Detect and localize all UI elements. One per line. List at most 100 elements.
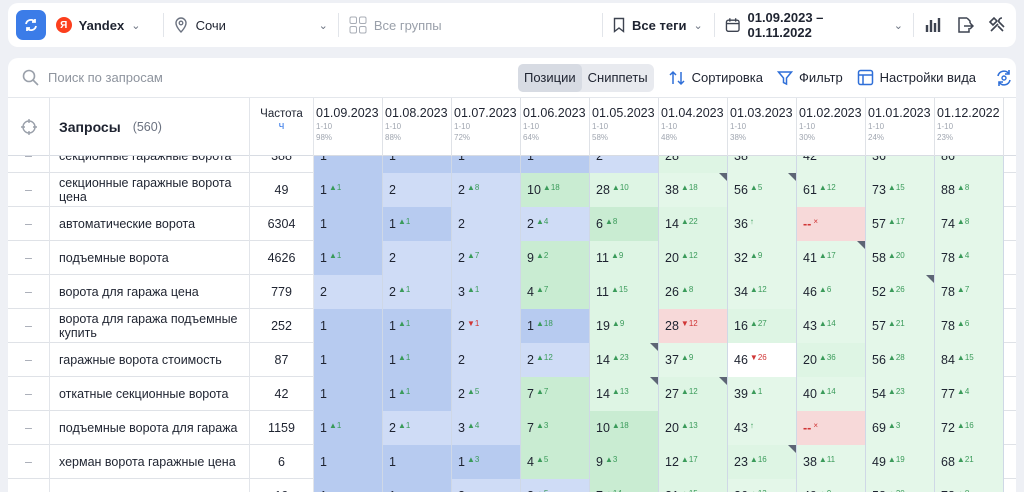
search-input[interactable]: Поиск по запросам [22, 69, 502, 86]
position-cell[interactable]: 2 ▲8 [452, 173, 521, 207]
date-column-header[interactable]: 01.09.2023 1-10 98% [314, 98, 383, 156]
position-cell[interactable]: 86 [935, 156, 1004, 173]
position-cell[interactable]: 38 [728, 156, 797, 173]
position-cell[interactable]: 1 [314, 207, 383, 241]
date-column-header[interactable]: 01.07.2023 1-10 72% [452, 98, 521, 156]
frequency-column-header[interactable]: Частота ч [250, 98, 314, 156]
position-cell[interactable]: 1 ▲1 [383, 377, 452, 411]
position-cell[interactable]: 1 ▲1 [383, 309, 452, 343]
position-cell[interactable]: 21 ▲15 [659, 479, 728, 492]
queries-column-header[interactable]: Запросы (560) [50, 98, 250, 156]
position-cell[interactable]: 10 ▲18 [521, 173, 590, 207]
groups-select[interactable]: Все группы [339, 3, 602, 47]
position-cell[interactable]: 69 ▲3 [866, 411, 935, 445]
position-cell[interactable]: 78 ▲7 [935, 275, 1004, 309]
position-cell[interactable]: 56 ▲5 [728, 173, 797, 207]
position-cell[interactable]: 1 ▲18 [521, 309, 590, 343]
position-cell[interactable]: 52 ▲26 [866, 275, 935, 309]
position-cell[interactable]: 36 [866, 156, 935, 173]
date-column-header[interactable]: 01.06.2023 1-10 64% [521, 98, 590, 156]
position-cell[interactable]: 1 [383, 445, 452, 479]
position-cell[interactable]: -- × [797, 411, 866, 445]
position-cell[interactable]: 49 ▲9 [797, 479, 866, 492]
position-cell[interactable]: 2 ▲4 [521, 207, 590, 241]
position-cell[interactable]: 2 ▲5 [521, 479, 590, 492]
position-cell[interactable]: 1 [383, 479, 452, 492]
position-cell[interactable]: 54 ▲23 [866, 377, 935, 411]
position-cell[interactable]: 10 ▲18 [590, 411, 659, 445]
tools-icon[interactable] [988, 16, 1006, 34]
date-column-header[interactable]: 01.02.2023 1-10 30% [797, 98, 866, 156]
position-cell[interactable]: 72 ▲16 [935, 411, 1004, 445]
position-cell[interactable]: 1 ▲1 [314, 241, 383, 275]
position-cell[interactable]: 46 ▲6 [797, 275, 866, 309]
position-cell[interactable]: 43 ↑ [728, 411, 797, 445]
tags-select[interactable]: Все теги ⌄ [603, 3, 714, 47]
filter-button[interactable]: Фильтр [777, 70, 843, 86]
position-cell[interactable]: 2 ▲12 [521, 343, 590, 377]
position-cell[interactable]: 2 [452, 207, 521, 241]
position-cell[interactable]: 1 [452, 156, 521, 173]
position-cell[interactable]: 2 [383, 241, 452, 275]
position-cell[interactable]: 36 ▲13 [728, 479, 797, 492]
sync-button[interactable] [994, 68, 1014, 88]
position-cell[interactable]: 1 [314, 445, 383, 479]
position-cell[interactable]: 11 ▲9 [590, 241, 659, 275]
position-cell[interactable]: 78 ▲8 [935, 479, 1004, 492]
position-cell[interactable]: 2 [314, 275, 383, 309]
position-cell[interactable]: 38 ▲11 [797, 445, 866, 479]
sort-button[interactable]: Сортировка [668, 70, 763, 86]
table-row[interactable]: – гаражные ворота с дверью 19 1 1 2 2 ▲5… [8, 479, 1016, 492]
position-cell[interactable]: 73 ▲15 [866, 173, 935, 207]
position-cell[interactable]: 2 [590, 156, 659, 173]
position-cell[interactable]: 26 ▲8 [659, 275, 728, 309]
position-cell[interactable]: 7 ▲14 [590, 479, 659, 492]
export-icon[interactable] [956, 16, 974, 34]
table-row[interactable]: – подъемные ворота 4626 1 ▲1 2 2 ▲7 9 ▲2… [8, 241, 1016, 275]
position-cell[interactable]: 2 [452, 479, 521, 492]
position-cell[interactable]: 14 ▲23 [590, 343, 659, 377]
position-cell[interactable]: 4 ▲5 [521, 445, 590, 479]
position-cell[interactable]: 46 ▼26 [728, 343, 797, 377]
position-cell[interactable]: 1 ▲1 [314, 411, 383, 445]
table-row[interactable]: – подъемные ворота для гаража 1159 1 ▲1 … [8, 411, 1016, 445]
position-cell[interactable]: 1 ▲3 [452, 445, 521, 479]
position-cell[interactable]: 2 [383, 173, 452, 207]
position-cell[interactable]: 1 [314, 156, 383, 173]
position-cell[interactable]: 56 ▲28 [866, 343, 935, 377]
position-cell[interactable]: 14 ▲13 [590, 377, 659, 411]
position-cell[interactable]: 1 ▲1 [383, 207, 452, 241]
position-cell[interactable]: 78 ▲4 [935, 241, 1004, 275]
position-cell[interactable]: 32 ▲9 [728, 241, 797, 275]
position-cell[interactable]: 77 ▲4 [935, 377, 1004, 411]
position-cell[interactable]: 1 [314, 343, 383, 377]
position-cell[interactable]: -- × [797, 207, 866, 241]
position-cell[interactable]: 20 ▲36 [797, 343, 866, 377]
position-cell[interactable]: 43 ▲14 [797, 309, 866, 343]
position-cell[interactable]: 9 ▲3 [590, 445, 659, 479]
position-cell[interactable]: 14 ▲22 [659, 207, 728, 241]
position-cell[interactable]: 1 [314, 479, 383, 492]
position-cell[interactable]: 88 ▲8 [935, 173, 1004, 207]
position-cell[interactable]: 57 ▲21 [866, 309, 935, 343]
view-settings-button[interactable]: Настройки вида [857, 69, 976, 86]
table-row[interactable]: – автоматические ворота 6304 1 1 ▲1 2 2 … [8, 207, 1016, 241]
date-column-header[interactable]: 01.05.2023 1-10 58% [590, 98, 659, 156]
refresh-button[interactable] [16, 10, 46, 40]
target-column-header[interactable] [8, 98, 50, 156]
position-cell[interactable]: 34 ▲12 [728, 275, 797, 309]
position-cell[interactable]: 1 ▲1 [314, 173, 383, 207]
position-cell[interactable]: 57 ▲17 [866, 207, 935, 241]
position-cell[interactable]: 1 [314, 309, 383, 343]
position-cell[interactable]: 61 ▲12 [797, 173, 866, 207]
table-row[interactable]: – херман ворота гаражные цена 6 1 1 1 ▲3… [8, 445, 1016, 479]
date-column-header[interactable]: 01.01.2023 1-10 24% [866, 98, 935, 156]
table-row[interactable]: – гаражные ворота стоимость 87 1 1 ▲1 2 … [8, 343, 1016, 377]
table-row[interactable]: – секционные гаражные ворота 388 1 1 1 1 2 28 3… [8, 156, 1016, 173]
date-column-header[interactable]: 01.12.2022 1-10 23% [935, 98, 1004, 156]
position-cell[interactable]: 42 [797, 156, 866, 173]
position-cell[interactable]: 2 ▲1 [383, 275, 452, 309]
position-cell[interactable]: 28 ▲10 [590, 173, 659, 207]
position-cell[interactable]: 2 ▲1 [383, 411, 452, 445]
position-cell[interactable]: 38 ▲18 [659, 173, 728, 207]
